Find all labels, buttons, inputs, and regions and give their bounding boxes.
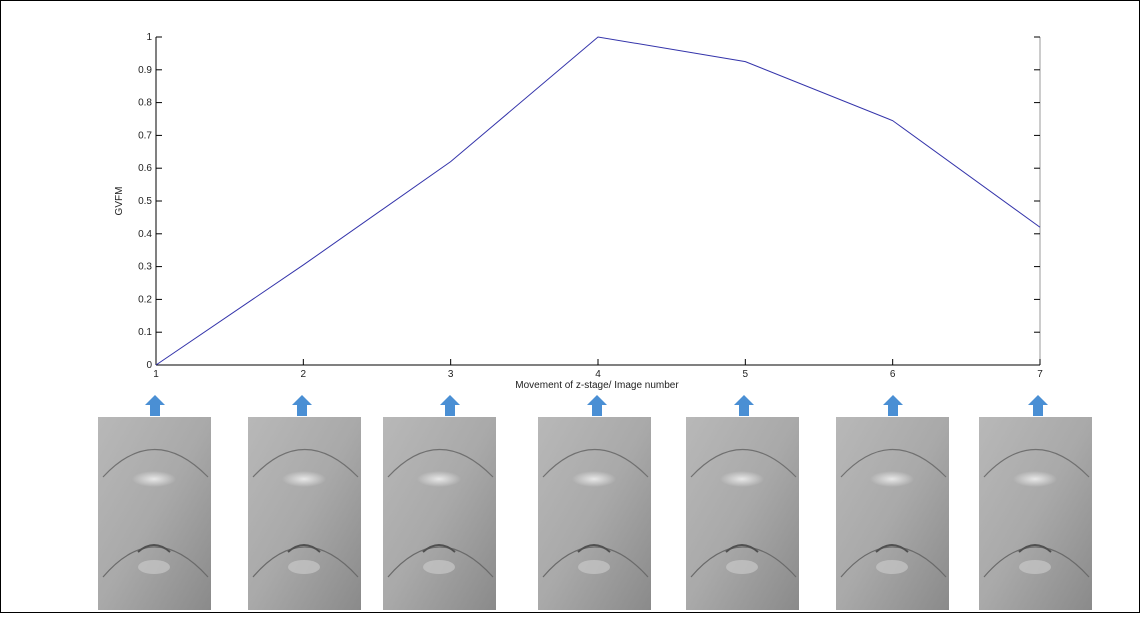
y-tick-label: 0.6: [138, 163, 152, 174]
y-tick-label: 0: [146, 360, 152, 371]
data-line: [156, 37, 1040, 365]
y-tick-label: 0.7: [138, 130, 152, 141]
y-axis-label: GVFM: [114, 187, 125, 216]
x-axis-label: Movement of z-stage/ Image number: [515, 380, 679, 391]
plot: 0 0.1 0.2 0.3 0.4 0.5 0.6 0.7 0.8 0.9 1 1 2 3 4 5 6 7: [138, 32, 1043, 380]
thumbnails: [98, 417, 1092, 610]
arrows: [145, 395, 1048, 416]
x-tick-label: 4: [595, 369, 601, 380]
x-tick-label: 2: [301, 369, 307, 380]
y-tick-label: 0.9: [138, 65, 152, 76]
y-tick-label: 1: [146, 32, 152, 43]
y-tick-label: 0.1: [138, 327, 152, 338]
x-tick-label: 3: [448, 369, 454, 380]
y-tick-label: 0.8: [138, 98, 152, 109]
y-tick-label: 0.3: [138, 262, 152, 273]
x-tick-label: 1: [153, 369, 159, 380]
y-tick-label: 0.5: [138, 196, 152, 207]
x-tick-label: 7: [1037, 369, 1043, 380]
y-tick-label: 0.2: [138, 294, 152, 305]
x-tick-label: 5: [743, 369, 749, 380]
x-tick-label: 6: [890, 369, 896, 380]
y-tick-label: 0.4: [138, 229, 152, 240]
figure: 0 0.1 0.2 0.3 0.4 0.5 0.6 0.7 0.8 0.9 1 1 2 3 4 5 6 7 Mov…: [0, 0, 1140, 613]
